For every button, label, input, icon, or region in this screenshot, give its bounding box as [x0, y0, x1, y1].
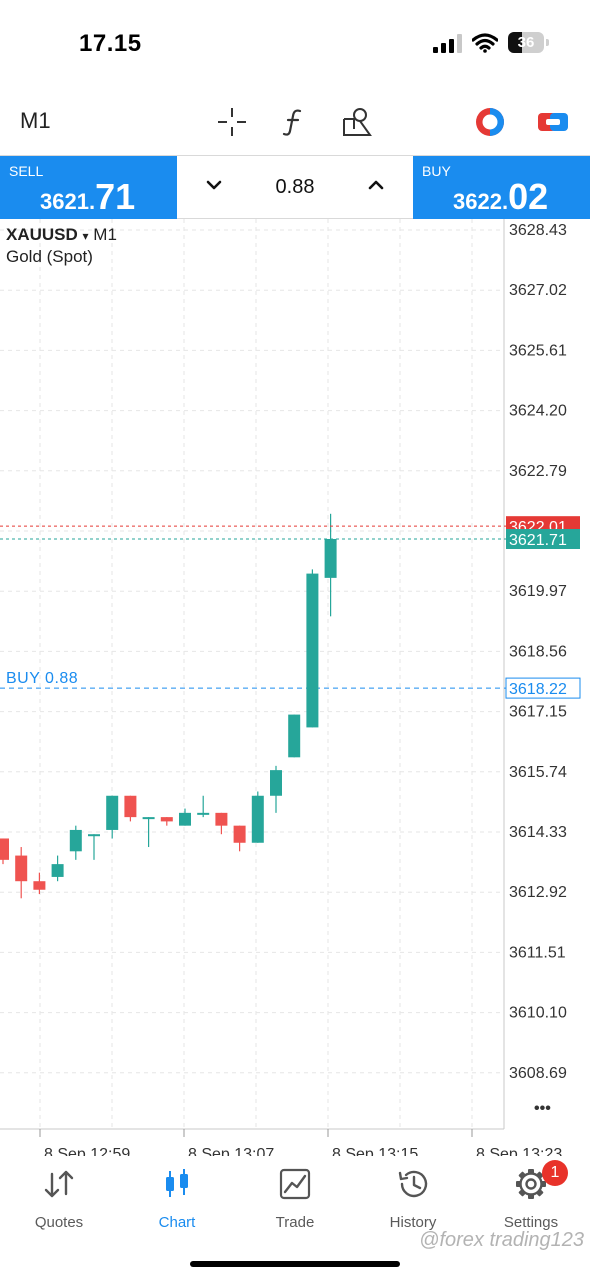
- trade-icon: [279, 1168, 311, 1200]
- candle-body: [270, 770, 282, 796]
- price-axis-label: 3622.79: [509, 463, 567, 480]
- time-axis-label: 8 Sep 13:15: [332, 1146, 418, 1156]
- price-axis-label: 3610.10: [509, 1005, 567, 1022]
- nav-trade[interactable]: Trade: [236, 1166, 354, 1246]
- price-chart[interactable]: 3628.43 3627.02 3625.61 3624.20 3622.79 3621.…: [0, 219, 590, 1156]
- candle-body: [306, 573, 319, 728]
- volume-value[interactable]: 0.88: [275, 176, 315, 198]
- price-axis-label: 3608.69: [509, 1065, 567, 1082]
- function-icon[interactable]: [276, 104, 312, 140]
- symbol-timeframe: M1: [93, 225, 117, 244]
- candle-body: [233, 825, 246, 843]
- status-icons: 36: [433, 32, 549, 53]
- symbol-name: XAUUSD: [6, 225, 78, 244]
- candle-body: [124, 795, 137, 818]
- price-axis-label: 3611.51: [509, 944, 566, 961]
- volume-control: 0.88: [177, 156, 413, 219]
- position-label: BUY 0.88: [6, 670, 78, 687]
- candle-body: [0, 838, 9, 860]
- candle-body: [215, 812, 228, 826]
- buy-label: BUY: [422, 163, 451, 179]
- buy-button[interactable]: BUY 3622.02: [413, 156, 590, 219]
- watermark: @forex trading123: [419, 1229, 584, 1251]
- battery-icon: 36: [508, 32, 549, 53]
- buy-price: 3622.02: [453, 176, 548, 218]
- time-axis-label: 8 Sep 12:59: [44, 1146, 130, 1156]
- chart-canvas[interactable]: 3628.43 3627.02 3625.61 3624.20 3622.79 3621.…: [0, 219, 590, 1156]
- crosshair-icon[interactable]: [214, 104, 250, 140]
- nav-history[interactable]: History: [354, 1166, 472, 1246]
- chart-symbol[interactable]: XAUUSD ▾ M1: [6, 225, 117, 245]
- status-bar: 17.15 36: [0, 0, 590, 90]
- home-indicator[interactable]: [190, 1261, 400, 1267]
- history-icon: [398, 1170, 428, 1198]
- price-axis-label: 3612.92: [509, 884, 567, 901]
- candle-body: [288, 714, 301, 758]
- candle-body: [179, 812, 191, 826]
- chevron-up-icon[interactable]: [364, 173, 388, 197]
- candle-body: [160, 817, 173, 822]
- quotes-icon: [44, 1170, 74, 1198]
- bottom-navigation: Quotes Chart Trade History: [0, 1156, 590, 1280]
- sell-price: 3621.71: [40, 176, 135, 218]
- nav-settings[interactable]: 1 Settings: [472, 1160, 590, 1246]
- nav-quotes-label: Quotes: [34, 1214, 84, 1231]
- position-price-label: 3618.22: [509, 681, 567, 698]
- candle-body: [51, 864, 64, 877]
- account-icon[interactable]: [472, 104, 508, 140]
- buy-price-big: 02: [508, 176, 549, 217]
- candle-body: [88, 834, 100, 837]
- candle-body: [324, 538, 337, 578]
- price-axis-label: 3625.61: [509, 342, 567, 359]
- position-price-box: [505, 677, 581, 699]
- sell-button[interactable]: SELL 3621.71: [0, 156, 177, 219]
- candle-body: [69, 829, 82, 852]
- one-click-trade-bar: SELL 3621.71 0.88 BUY 3622.02: [0, 155, 590, 219]
- price-axis-label: 3615.74: [509, 764, 567, 781]
- objects-icon[interactable]: [339, 104, 375, 140]
- wifi-icon: [472, 32, 498, 53]
- nav-history-label: History: [389, 1214, 437, 1231]
- settings-badge: 1: [542, 1160, 568, 1186]
- cellular-signal-icon: [433, 33, 462, 53]
- candle-body: [251, 795, 264, 843]
- buy-price-small: 3622.: [453, 189, 509, 214]
- price-axis-label: 3628.43: [509, 222, 567, 239]
- nav-chart[interactable]: Chart: [118, 1166, 236, 1246]
- battery-level: 36: [517, 34, 535, 51]
- chart-icon: [166, 1169, 188, 1197]
- chevron-down-icon[interactable]: [202, 173, 226, 197]
- nav-quotes[interactable]: Quotes: [0, 1166, 118, 1246]
- price-axis-label: 3619.97: [509, 583, 567, 600]
- nav-trade-label: Trade: [275, 1214, 315, 1231]
- price-axis-label: 3624.20: [509, 403, 567, 420]
- sell-price-big: 71: [95, 176, 136, 217]
- nav-chart-label: Chart: [158, 1214, 196, 1231]
- timeframe-selector[interactable]: M1: [20, 108, 51, 133]
- status-time: 17.15: [79, 30, 142, 57]
- chart-toolbar: M1: [0, 90, 590, 154]
- nav-settings-label: Settings: [503, 1214, 559, 1231]
- candle-body: [106, 795, 119, 830]
- trade-toggle-icon[interactable]: [535, 104, 571, 140]
- symbol-dropdown-icon: ▾: [82, 229, 89, 243]
- symbol-description: Gold (Spot): [6, 247, 93, 266]
- bid-price-box: [506, 528, 580, 549]
- bid-price-label: 3621.71: [509, 532, 567, 549]
- price-axis-label: 3614.33: [509, 824, 567, 841]
- sell-price-small: 3621.: [40, 189, 96, 214]
- time-axis-label: 8 Sep 13:07: [188, 1146, 274, 1156]
- price-axis-label: 3618.56: [509, 643, 567, 660]
- candle-body: [33, 881, 46, 890]
- settings-icon: [516, 1169, 546, 1199]
- candle-body: [142, 817, 155, 820]
- price-axis-label: 3627.02: [509, 282, 567, 299]
- time-axis-label: 8 Sep 13:23: [476, 1146, 562, 1156]
- price-axis-label: 3617.15: [509, 704, 567, 721]
- candle-body: [15, 855, 28, 882]
- more-options-icon[interactable]: •••: [534, 1100, 551, 1117]
- candle-body: [197, 812, 210, 815]
- sell-label: SELL: [9, 163, 44, 179]
